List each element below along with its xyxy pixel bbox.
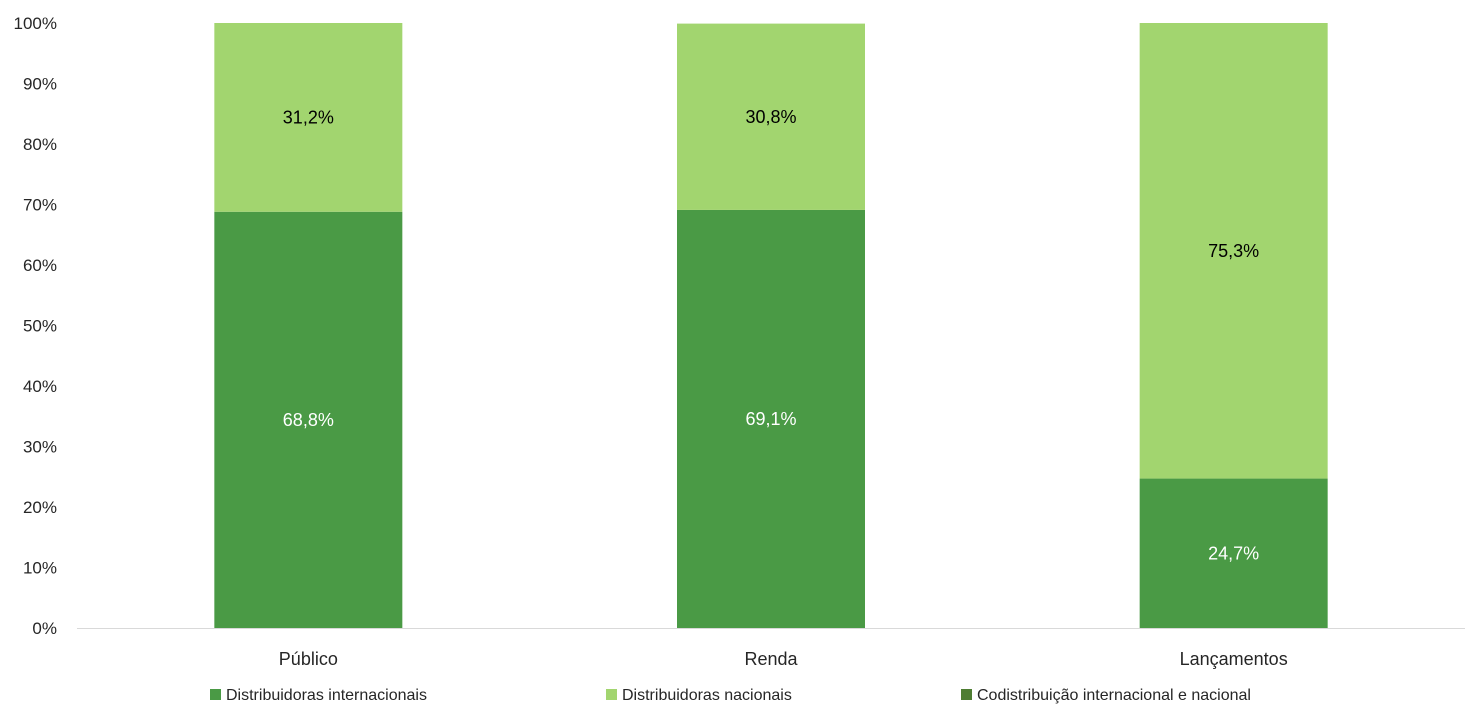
bar-segment	[1139, 478, 1328, 628]
data-label: 68,8%	[283, 410, 334, 430]
x-category-label: Público	[279, 649, 338, 669]
y-tick-label: 10%	[23, 559, 57, 578]
bars: 68,8% 31,2% 69,1% 30,8% 24,7% 75,3%	[214, 23, 1328, 628]
legend-label: Distribuidoras nacionais	[622, 687, 792, 704]
bar-segment	[214, 211, 403, 628]
y-tick-label: 60%	[23, 256, 57, 275]
y-tick-label: 70%	[23, 196, 57, 215]
data-label: 69,1%	[745, 409, 796, 429]
y-tick-label: 20%	[23, 498, 57, 517]
bar-segment	[214, 23, 403, 212]
legend-swatch	[210, 689, 221, 700]
y-tick-label: 90%	[23, 75, 57, 94]
legend-item: Distribuidoras nacionais	[606, 687, 792, 704]
legend: Distribuidoras internacionais Distribuido…	[210, 687, 1251, 704]
bar-segment	[677, 209, 865, 628]
legend-item: Distribuidoras internacionais	[210, 687, 427, 704]
y-tick-label: 40%	[23, 377, 57, 396]
bar-segment	[1139, 23, 1328, 479]
x-category-label: Renda	[744, 649, 798, 669]
legend-label: Distribuidoras internacionais	[226, 687, 427, 704]
y-tick-label: 0%	[32, 619, 57, 638]
data-label: 30,8%	[745, 107, 796, 127]
legend-item: Codistribuição internacional e nacional	[961, 687, 1251, 704]
legend-swatch	[606, 689, 617, 700]
y-tick-label: 50%	[23, 317, 57, 336]
y-tick-label: 100%	[14, 14, 57, 33]
legend-label: Codistribuição internacional e nacional	[977, 687, 1251, 704]
y-axis: 0% 10% 20% 30% 40% 50% 60% 70% 80% 90% 100%	[14, 14, 57, 638]
y-tick-label: 80%	[23, 135, 57, 154]
bar-segment	[677, 23, 865, 210]
data-label: 31,2%	[283, 107, 334, 127]
x-axis: Público Renda Lançamentos	[77, 628, 1465, 669]
x-category-label: Lançamentos	[1180, 649, 1288, 669]
data-label: 75,3%	[1208, 241, 1259, 261]
legend-swatch	[961, 689, 972, 700]
y-tick-label: 30%	[23, 438, 57, 457]
data-label: 24,7%	[1208, 543, 1259, 563]
